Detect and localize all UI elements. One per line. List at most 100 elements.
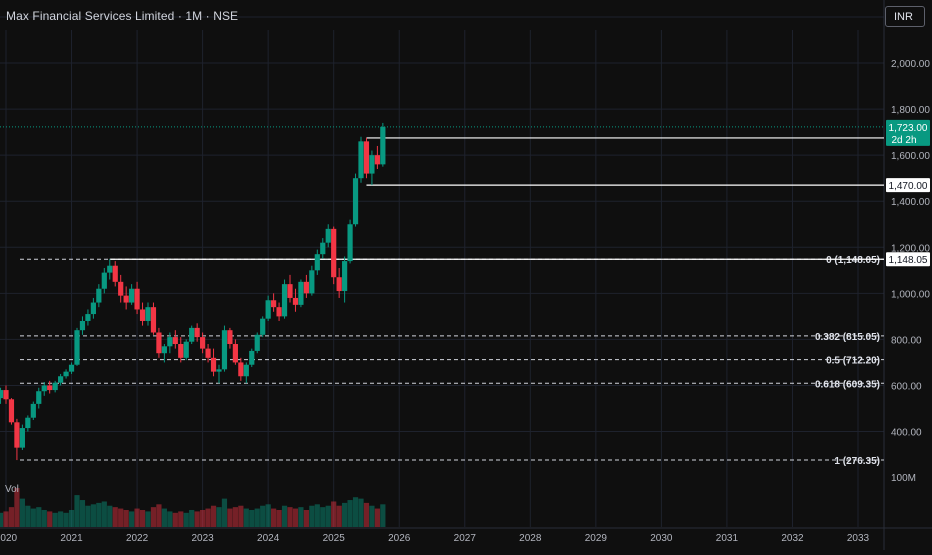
price-tag-box [886,178,930,193]
volume-bar [85,505,91,527]
volume-bar [101,501,107,527]
candle-body [79,320,86,331]
volume-bar [374,508,380,527]
y-tick-label: 1,000.00 [891,289,930,300]
candle-body [205,348,211,358]
volume-bar [369,505,375,527]
x-tick-label: 2022 [126,533,149,544]
x-tick-label: 2027 [454,533,477,544]
volume-bar [47,511,53,527]
x-tick-label: 2025 [323,533,346,544]
x-tick-label: 2028 [519,533,542,544]
volume-bar [271,508,277,527]
volume-axis-label: 100M [891,473,916,484]
volume-bar [172,512,178,527]
volume-bar [19,498,25,527]
candle-body [227,330,233,345]
y-tick-label: 1,400.00 [891,197,930,208]
volume-bar [14,488,20,527]
candle-body [194,327,200,338]
currency-button[interactable]: INR [885,6,925,27]
candle-body [96,288,102,303]
volume-bar [221,498,228,527]
volume-bar [380,504,386,527]
volume-bar [227,508,233,527]
volume-bar [118,508,124,527]
volume-bar [68,509,75,527]
volume-bar [342,502,348,527]
y-tick-label: 1,600.00 [891,151,930,162]
volume-bar [194,511,200,527]
volume-bar [25,505,31,527]
volume-bar [41,509,47,527]
volume-bar [112,507,118,527]
volume-bar [139,509,146,527]
candle-body [178,344,184,358]
candle-body [25,417,31,429]
candle-body [139,309,146,321]
price-tag-label: 1,148.05 [889,255,928,266]
volume-bar [287,507,293,527]
volume-bar [281,505,288,527]
candle-body [287,284,293,298]
candle-body [325,228,331,243]
volume-bar [3,511,9,527]
volume-bar [107,505,113,527]
candle-body [3,390,9,400]
candle-body [68,364,75,372]
volume-bar [90,504,96,527]
candle-body [19,428,25,448]
x-tick-label: 2024 [257,533,280,544]
volume-bar [298,507,304,527]
current-price-label: 1,723.00 [889,123,928,134]
candle-body [47,385,53,391]
volume-bar [216,507,222,527]
x-tick-label: 2032 [781,533,804,544]
x-tick-label: 2033 [847,533,870,544]
volume-bar [309,505,315,527]
fib-level-label: 0.5 (712.20) [826,356,880,367]
volume-bar [134,508,140,527]
volume-bar [243,508,249,527]
volume-bar [129,511,135,527]
symbol-title[interactable]: Max Financial Services Limited · 1M · NS… [6,9,239,23]
current-price-tag [886,119,930,146]
candle-body [200,337,206,349]
volume-bar [276,509,282,527]
x-tick-label: 2031 [716,533,739,544]
x-tick-label: 2021 [60,533,83,544]
fib-level-label: 0.618 (609.35) [815,379,880,390]
volume-bar [58,511,64,527]
candle-body [41,385,47,392]
volume-bar [200,509,206,527]
volume-bar [178,511,184,527]
y-tick-label: 800.00 [891,335,922,346]
volume-bar [36,507,42,527]
candle-body [216,369,222,372]
volume-bar [363,502,370,527]
candle-body [210,357,217,372]
volume-bar [292,508,299,527]
candle-body [85,314,91,321]
candle-body [183,341,189,358]
candle-body [298,281,304,305]
candle-body [90,302,96,315]
fib-level-label: 0 (1,148.05) [826,255,880,266]
candle-body [52,382,58,391]
candle-body [243,364,249,377]
candle-body [58,376,64,383]
y-tick-label: 2,000.00 [891,59,930,70]
candle-body [265,300,271,319]
candle-body [134,288,140,310]
volume-bar [79,500,86,527]
volume-bar [260,505,266,527]
volume-bar [161,508,167,527]
y-tick-label: 1,800.00 [891,105,930,116]
candle-body [156,332,162,354]
candle-body [309,270,315,294]
volume-bar [238,505,244,527]
price-tag-label: 1,470.00 [889,181,928,192]
x-tick-label: 2029 [585,533,608,544]
